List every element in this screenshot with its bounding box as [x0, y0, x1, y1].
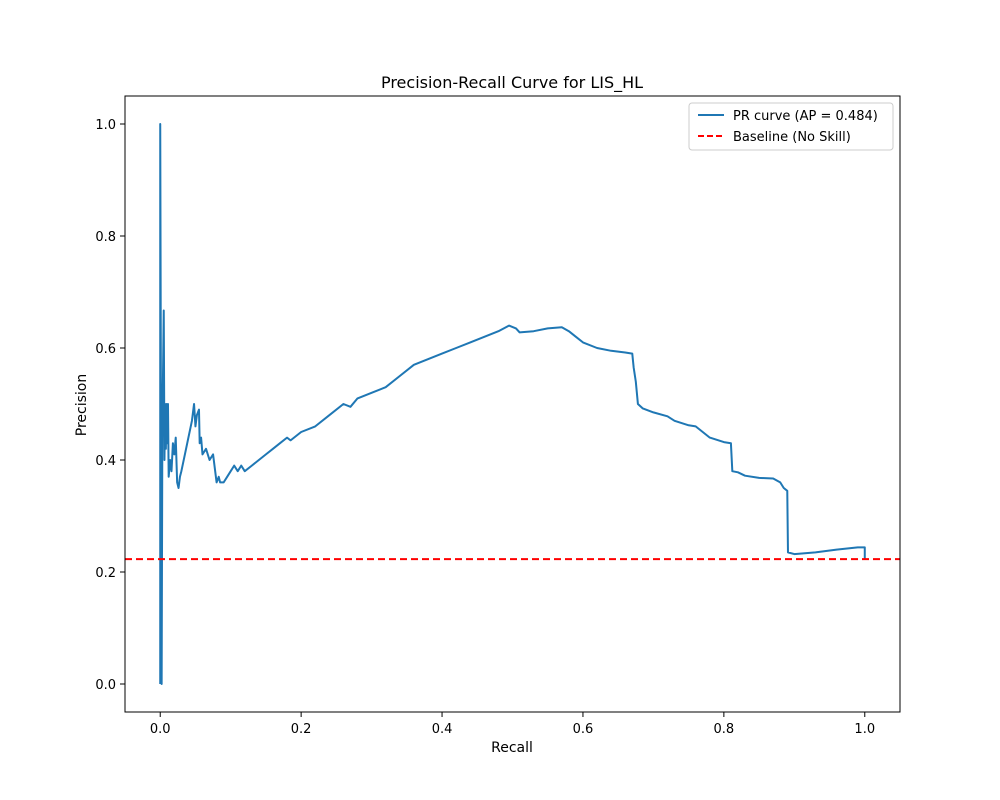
x-tick-label: 0.8: [714, 722, 735, 737]
chart-title: Precision-Recall Curve for LIS_HL: [381, 73, 643, 93]
y-tick-label: 0.0: [95, 678, 116, 693]
y-tick-label: 0.8: [95, 230, 116, 245]
pr-curve-line: [159, 123, 866, 685]
legend: PR curve (AP = 0.484) Baseline (No Skill…: [688, 102, 894, 151]
x-tick-label: 0.4: [432, 722, 453, 737]
plot-area: [125, 123, 900, 685]
y-tick-label: 0.6: [95, 342, 116, 357]
y-tick-label: 0.2: [95, 566, 116, 581]
x-tick-label: 1.0: [854, 722, 875, 737]
y-tick-label: 1.0: [95, 118, 116, 133]
x-axis: 0.0 0.2 0.4 0.6 0.8 1.0: [150, 712, 875, 737]
legend-label-pr-curve: PR curve (AP = 0.484): [733, 109, 878, 124]
y-tick-label: 0.4: [95, 454, 116, 469]
y-axis: 0.0 0.2 0.4 0.6 0.8 1.0: [95, 118, 125, 693]
legend-label-baseline: Baseline (No Skill): [733, 130, 851, 145]
axes-frame: [124, 95, 901, 713]
x-tick-label: 0.0: [150, 722, 171, 737]
x-axis-label: Recall: [491, 740, 533, 756]
x-tick-label: 0.2: [291, 722, 312, 737]
y-axis-label: Precision: [74, 374, 90, 436]
legend-box: [688, 102, 894, 151]
x-tick-label: 0.6: [573, 722, 594, 737]
